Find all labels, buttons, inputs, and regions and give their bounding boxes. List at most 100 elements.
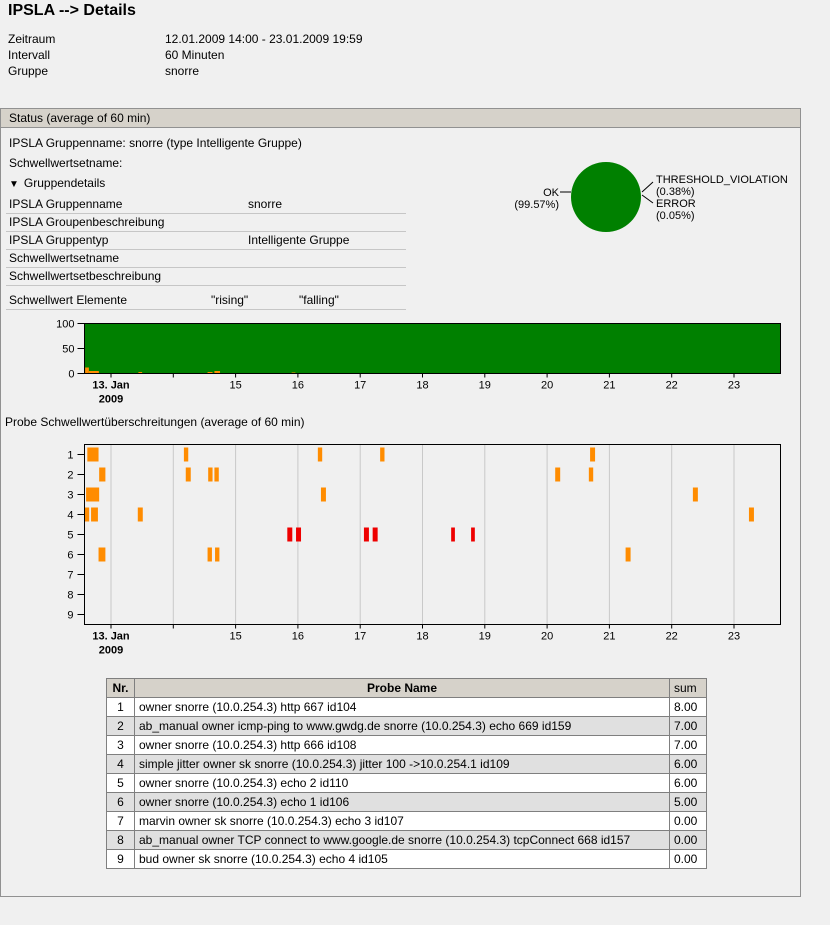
probe-row-label: 8 [67,590,73,602]
callout-line [641,181,654,193]
violation-mark [590,447,596,462]
violation-mark [451,527,455,542]
details-row-value: Intelligente Gruppe [248,233,350,247]
cell-probe-name: marvin owner sk snorre (10.0.254.3) echo… [134,811,670,831]
threshold-elements-label: Schwellwert Elemente [9,293,128,307]
cell-nr: 3 [106,735,135,755]
cell-probe-name: owner snorre (10.0.254.3) echo 2 id110 [134,773,670,793]
details-row: IPSLA Gruppenname snorre [6,196,406,214]
violation-mark [471,527,475,542]
violation-mark [380,447,385,462]
info-row: Zeitraum 12.01.2009 14:00 - 23.01.2009 19… [8,31,363,47]
y-tick-label: 50 [62,344,74,356]
info-value: 60 Minuten [165,48,225,62]
violation-spike [214,371,221,374]
threshold-falling-label: "falling" [299,293,339,307]
violation-mark [296,527,302,542]
cell-probe-name: owner snorre (10.0.254.3) http 666 id108 [134,735,670,755]
probe-row-label: 9 [67,610,73,622]
details-row-label: IPSLA Gruppenname [9,197,123,211]
violation-mark [99,467,106,482]
violation-mark [748,507,754,522]
details-row-label: Schwellwertsetbeschreibung [9,269,162,283]
info-value: snorre [165,64,200,78]
probe-row-label: 2 [67,470,73,482]
column-probe-name: Probe Name [134,678,670,698]
probe-row-label: 3 [67,490,73,502]
info-row: Gruppe snorre [8,63,363,79]
x-tick-label: 19 [479,631,491,643]
x-tick-label: 22 [666,631,678,643]
x-tick-label: 15 [229,380,241,392]
details-row: IPSLA Groupenbeschreibung [6,214,406,232]
pie-label-threshold-violation: THRESHOLD_VIOLATION [656,174,788,186]
threshold-rising-label: "rising" [211,293,249,307]
x-tick-label: 19 [479,380,491,392]
x-tick-label: 15 [229,631,241,643]
violation-mark [87,447,99,462]
violation-mark [207,547,212,562]
violation-mark [317,447,323,462]
y-tick-label: 100 [56,319,74,331]
violation-mark [588,467,594,482]
details-row-label: IPSLA Groupenbeschreibung [9,215,165,229]
violation-mark [363,527,369,542]
callout-line [641,194,654,204]
cell-nr: 7 [106,811,135,831]
pie-pct-ok: (99.57%) [514,199,559,211]
details-row-value: snorre [248,197,283,211]
cell-probe-name: ab_manual owner TCP connect to www.googl… [134,830,670,850]
violation-mark [208,467,213,482]
violation-mark [84,507,90,522]
table-row: 2 ab_manual owner icmp-ping to www.gwdg.d… [106,716,707,736]
probe-row-label: 7 [67,570,73,582]
details-row: Schwellwertsetname [6,250,406,268]
violation-mark [214,467,219,482]
violation-spike [207,372,213,374]
violation-mark [215,547,220,562]
violation-mark [91,507,98,522]
violation-mark [86,487,100,502]
violation-mark [320,487,326,502]
x-tick-label: 16 [292,631,304,643]
pie-label-error: ERROR [656,198,696,210]
cell-probe-name: owner snorre (10.0.254.3) echo 1 id106 [134,792,670,812]
info-label: Gruppe [8,64,49,78]
x-tick-label: 16 [292,380,304,392]
details-row: IPSLA Gruppentyp Intelligente Gruppe [6,232,406,250]
cell-probe-name: bud owner sk snorre (10.0.254.3) echo 4 … [134,849,670,869]
table-row: 7 marvin owner sk snorre (10.0.254.3) ech… [106,811,707,831]
x-tick-label: 22 [666,380,678,392]
status-pie-chart: OK(99.57%) THRESHOLD_VIOLATION(0.38%)ERRO… [514,162,788,232]
violation-mark [183,447,189,462]
table-row: 9 bud owner sk snorre (10.0.254.3) echo 4… [106,849,707,869]
column-nr: Nr. [106,678,135,698]
column-sum: sum [669,678,707,698]
violation-mark [555,467,561,482]
status-timeline-chart: 0 50 100 13. Jan 2009 15 16 17 18 19 20 21 22 23 [56,319,781,406]
x-tick-sublabel: 2009 [99,394,123,406]
panel-header-label: Status (average of 60 min) [9,111,151,125]
group-details-label: Gruppendetails [23,176,106,190]
info-label: Intervall [8,48,51,62]
info-row: Intervall 60 Minuten [8,47,363,63]
cell-sum: 0.00 [669,849,707,869]
x-tick-sublabel: 2009 [99,645,123,657]
group-details-toggle[interactable]: ▼ Gruppendetails [9,176,105,190]
cell-sum: 8.00 [669,697,707,717]
probe-row-label: 6 [67,550,73,562]
cell-probe-name: ab_manual owner icmp-ping to www.gwdg.de… [134,716,670,736]
probe-row-label: 5 [67,530,73,542]
triangle-down-icon: ▼ [9,179,19,190]
table-row: 3 owner snorre (10.0.254.3) http 666 id10… [106,735,707,755]
cell-sum: 5.00 [669,792,707,812]
cell-nr: 9 [106,849,135,869]
cell-nr: 2 [106,716,135,736]
cell-probe-name: owner snorre (10.0.254.3) http 667 id104 [134,697,670,717]
x-tick-label: 21 [603,631,615,643]
probe-section-title: Probe Schwellwertüberschreitungen (avera… [5,415,305,429]
pie-pct-error: (0.05%) [656,210,695,222]
x-tick-label: 17 [354,380,366,392]
group-name-line: IPSLA Gruppenname: snorre (type Intellig… [9,136,302,150]
table-row: 4 simple jitter owner sk snorre (10.0.254… [106,754,707,774]
